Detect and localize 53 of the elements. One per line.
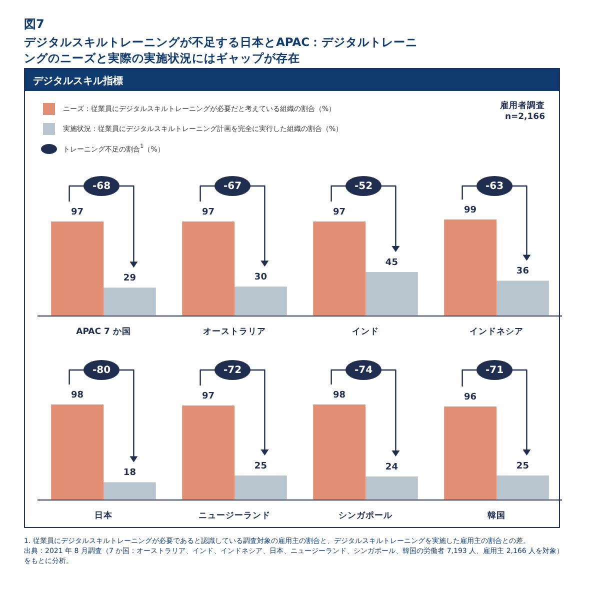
data-label: 25 [254,461,267,472]
chart-subtitle: デジタルスキルトレーニングが不足する日本とAPAC：デジタルトレーニングのニーズと実際の実施状況にはギャップが存在 [24,34,419,66]
bar [444,406,496,500]
data-label: 45 [385,258,398,268]
bar [496,280,549,316]
data-label: 25 [516,461,529,472]
bar [51,404,104,500]
x-tick-label: 韓国 [488,510,506,522]
data-label: 29 [123,273,136,284]
data-label: 97 [333,207,346,218]
x-tick-label: ニュージーランド [198,511,270,522]
text: -52 [354,181,373,192]
x-tick-label: インド [352,327,379,338]
data-label: 24 [385,462,398,472]
text: -68 [92,181,111,192]
x-tick-label: インドネシア [470,327,524,338]
bar [444,220,496,316]
data-label: 97 [202,207,215,218]
text: -67 [223,181,242,192]
bar [366,272,418,316]
data-label: 97 [71,207,84,218]
text: -74 [354,365,373,376]
text: デジタルスキル指標 [25,69,559,91]
data-label: 99 [464,205,477,216]
data-label: 97 [202,391,215,402]
data-label: 18 [123,468,136,478]
data-label: 30 [254,272,267,282]
bar [366,476,418,500]
chart-title: 図7 [24,16,44,33]
data-label: 96 [464,392,477,402]
bar [234,475,287,500]
text: -63 [485,181,504,192]
bar [104,288,156,316]
bar [313,221,366,316]
data-label: 98 [71,390,84,400]
data-label: 36 [516,266,529,277]
text: n=2,166 [504,112,545,122]
bar [234,286,287,316]
x-tick-label: APAC 7 か国 [76,326,131,338]
x-tick-label: シンガポール [338,510,394,522]
text: 雇用者調査 [500,101,545,111]
text: -80 [92,365,111,376]
bar [104,482,156,500]
data-label: 98 [333,390,346,400]
text: -71 [485,365,504,376]
x-tick-label: 日本 [94,510,114,522]
text: -72 [223,365,242,376]
bar [182,221,234,316]
bar [313,404,366,500]
x-tick-label: オーストラリア [203,327,266,338]
bar [496,475,549,500]
bar [182,405,234,500]
bar [51,221,104,316]
